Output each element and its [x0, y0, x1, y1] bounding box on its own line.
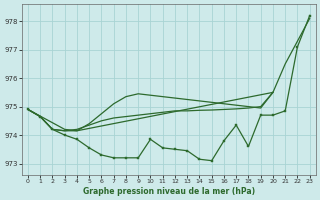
X-axis label: Graphe pression niveau de la mer (hPa): Graphe pression niveau de la mer (hPa) — [83, 187, 255, 196]
